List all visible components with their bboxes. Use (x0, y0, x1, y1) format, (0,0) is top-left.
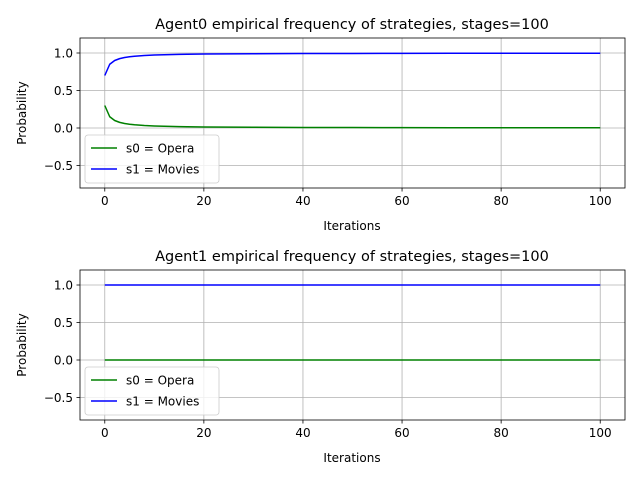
y-tick-label: 1.0 (54, 46, 73, 60)
x-tick-label: 80 (493, 194, 508, 208)
x-tick-label: 0 (101, 426, 109, 440)
legend: s0 = Opera s1 = Movies (85, 135, 219, 183)
series-line-movies (105, 53, 600, 75)
chart-title: Agent1 empirical frequency of strategies… (155, 249, 549, 265)
chart-agent0: Agent0 empirical frequency of strategies… (15, 17, 625, 233)
chart-title: Agent0 empirical frequency of strategies… (155, 17, 549, 33)
legend-label: s0 = Opera (126, 373, 194, 387)
chart-agent1: Agent1 empirical frequency of strategies… (15, 249, 625, 465)
y-tick-label: 1.0 (54, 278, 73, 292)
y-tick-label: 0.5 (54, 84, 73, 98)
x-tick-label: 40 (295, 426, 310, 440)
x-tick-label: 60 (394, 194, 409, 208)
x-tick-label: 20 (196, 194, 211, 208)
x-tick-label: 40 (295, 194, 310, 208)
legend-label: s1 = Movies (126, 162, 199, 176)
x-axis-label: Iterations (323, 219, 380, 233)
legend-label: s1 = Movies (126, 394, 199, 408)
legend: s0 = Opera s1 = Movies (85, 367, 219, 415)
x-axis-label: Iterations (323, 451, 380, 465)
x-tick-label: 60 (394, 426, 409, 440)
y-tick-label: −0.5 (44, 159, 73, 173)
y-axis-label: Probability (15, 313, 29, 376)
y-tick-label: −0.5 (44, 391, 73, 405)
series-line-opera (105, 106, 600, 128)
y-axis-label: Probability (15, 81, 29, 144)
ticks: 0 20 40 60 80 100 −0.5 0.0 0.5 1.0 (44, 278, 612, 440)
x-tick-label: 20 (196, 426, 211, 440)
x-tick-label: 0 (101, 194, 109, 208)
y-tick-label: 0.0 (54, 353, 73, 367)
y-tick-label: 0.0 (54, 121, 73, 135)
x-tick-label: 80 (493, 426, 508, 440)
x-tick-label: 100 (589, 426, 612, 440)
x-tick-label: 100 (589, 194, 612, 208)
y-tick-label: 0.5 (54, 316, 73, 330)
legend-label: s0 = Opera (126, 141, 194, 155)
